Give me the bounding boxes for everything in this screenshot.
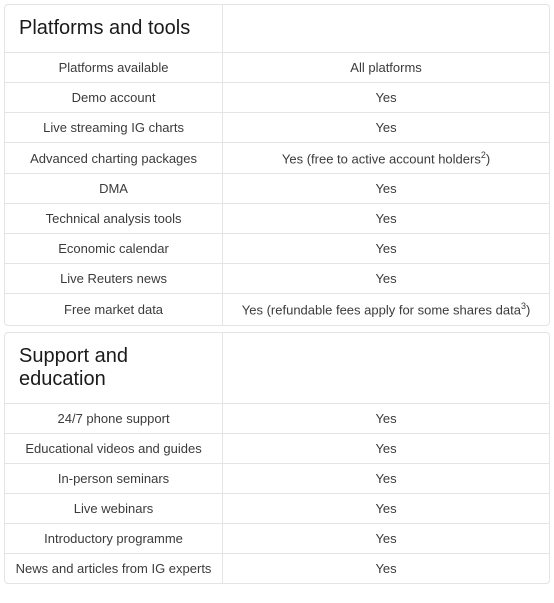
table-row: Advanced charting packagesYes (free to a…: [5, 143, 549, 174]
table-row: Live webinars Yes: [5, 493, 549, 523]
feature-label: 24/7 phone support: [5, 403, 223, 433]
section: Support and education24/7 phone support Y…: [4, 332, 550, 584]
feature-value: Yes (free to active account holders2): [223, 143, 549, 174]
feature-value: Yes: [223, 463, 549, 493]
feature-value: Yes: [223, 493, 549, 523]
table-row: Demo account Yes: [5, 83, 549, 113]
table-row: Platforms available All platforms: [5, 53, 549, 83]
feature-label: Technical analysis tools: [5, 204, 223, 234]
section-header-spacer: [223, 5, 549, 52]
feature-value: All platforms: [223, 53, 549, 83]
feature-value: Yes: [223, 433, 549, 463]
feature-value-text: All platforms: [350, 60, 422, 75]
feature-value: Yes: [223, 234, 549, 264]
feature-value: Yes: [223, 83, 549, 113]
section-header-row: Platforms and tools: [5, 5, 549, 52]
section-title: Support and education: [5, 333, 223, 403]
table-row: Free market data Yes (refundable fees app…: [5, 294, 549, 325]
feature-label: DMA: [5, 174, 223, 204]
feature-label: Free market data: [5, 294, 223, 325]
feature-value-text: Yes: [375, 181, 396, 196]
feature-value: Yes: [223, 113, 549, 143]
table-row: News and articles from IG experts Yes: [5, 553, 549, 583]
feature-table: Platforms available All platforms Demo acc…: [5, 52, 549, 325]
feature-value: Yes: [223, 264, 549, 294]
feature-value-suffix: ): [486, 151, 490, 166]
section: Platforms and toolsPlatforms available Al…: [4, 4, 550, 326]
table-row: Economic calendar Yes: [5, 234, 549, 264]
feature-value: Yes: [223, 403, 549, 433]
table-row: DMA Yes: [5, 174, 549, 204]
feature-label: In-person seminars: [5, 463, 223, 493]
feature-value-text: Yes: [375, 501, 396, 516]
feature-value: Yes: [223, 174, 549, 204]
feature-value-text: Yes: [375, 411, 396, 426]
table-row: Educational videos and guides Yes: [5, 433, 549, 463]
feature-value-text: Yes: [375, 90, 396, 105]
feature-value: Yes: [223, 523, 549, 553]
feature-value-text: Yes: [375, 120, 396, 135]
feature-value-text: Yes: [375, 241, 396, 256]
table-row: Technical analysis tools Yes: [5, 204, 549, 234]
feature-value-text: Yes: [375, 271, 396, 286]
table-row: Live streaming IG charts Yes: [5, 113, 549, 143]
table-row: 24/7 phone support Yes: [5, 403, 549, 433]
feature-value-text: Yes: [375, 441, 396, 456]
feature-value: Yes (refundable fees apply for some shar…: [223, 294, 549, 325]
feature-value: Yes: [223, 204, 549, 234]
table-row: In-person seminars Yes: [5, 463, 549, 493]
feature-value-text: Yes: [375, 471, 396, 486]
section-header-spacer: [223, 333, 549, 403]
feature-value-text: Yes: [375, 531, 396, 546]
feature-table: 24/7 phone supportYesEducational videos …: [5, 403, 549, 583]
section-header-row: Support and education: [5, 333, 549, 403]
feature-label: Introductory programme: [5, 523, 223, 553]
feature-label: Live webinars: [5, 493, 223, 523]
feature-label: Live streaming IG charts: [5, 113, 223, 143]
feature-label: News and articles from IG experts: [5, 553, 223, 583]
feature-value: Yes: [223, 553, 549, 583]
feature-value-text: Yes (free to active account holders: [282, 151, 481, 166]
feature-label: Demo account: [5, 83, 223, 113]
feature-label: Economic calendar: [5, 234, 223, 264]
feature-value-text: Yes (refundable fees apply for some shar…: [242, 303, 521, 318]
feature-value-text: Yes: [375, 561, 396, 576]
table-row: Live Reuters news Yes: [5, 264, 549, 294]
feature-label: Educational videos and guides: [5, 433, 223, 463]
section-title: Platforms and tools: [5, 5, 223, 52]
feature-label: Platforms available: [5, 53, 223, 83]
table-row: Introductory programme Yes: [5, 523, 549, 553]
feature-value-text: Yes: [375, 211, 396, 226]
feature-label: Advanced charting packages: [5, 143, 223, 174]
feature-label: Live Reuters news: [5, 264, 223, 294]
feature-value-suffix: ): [526, 303, 530, 318]
